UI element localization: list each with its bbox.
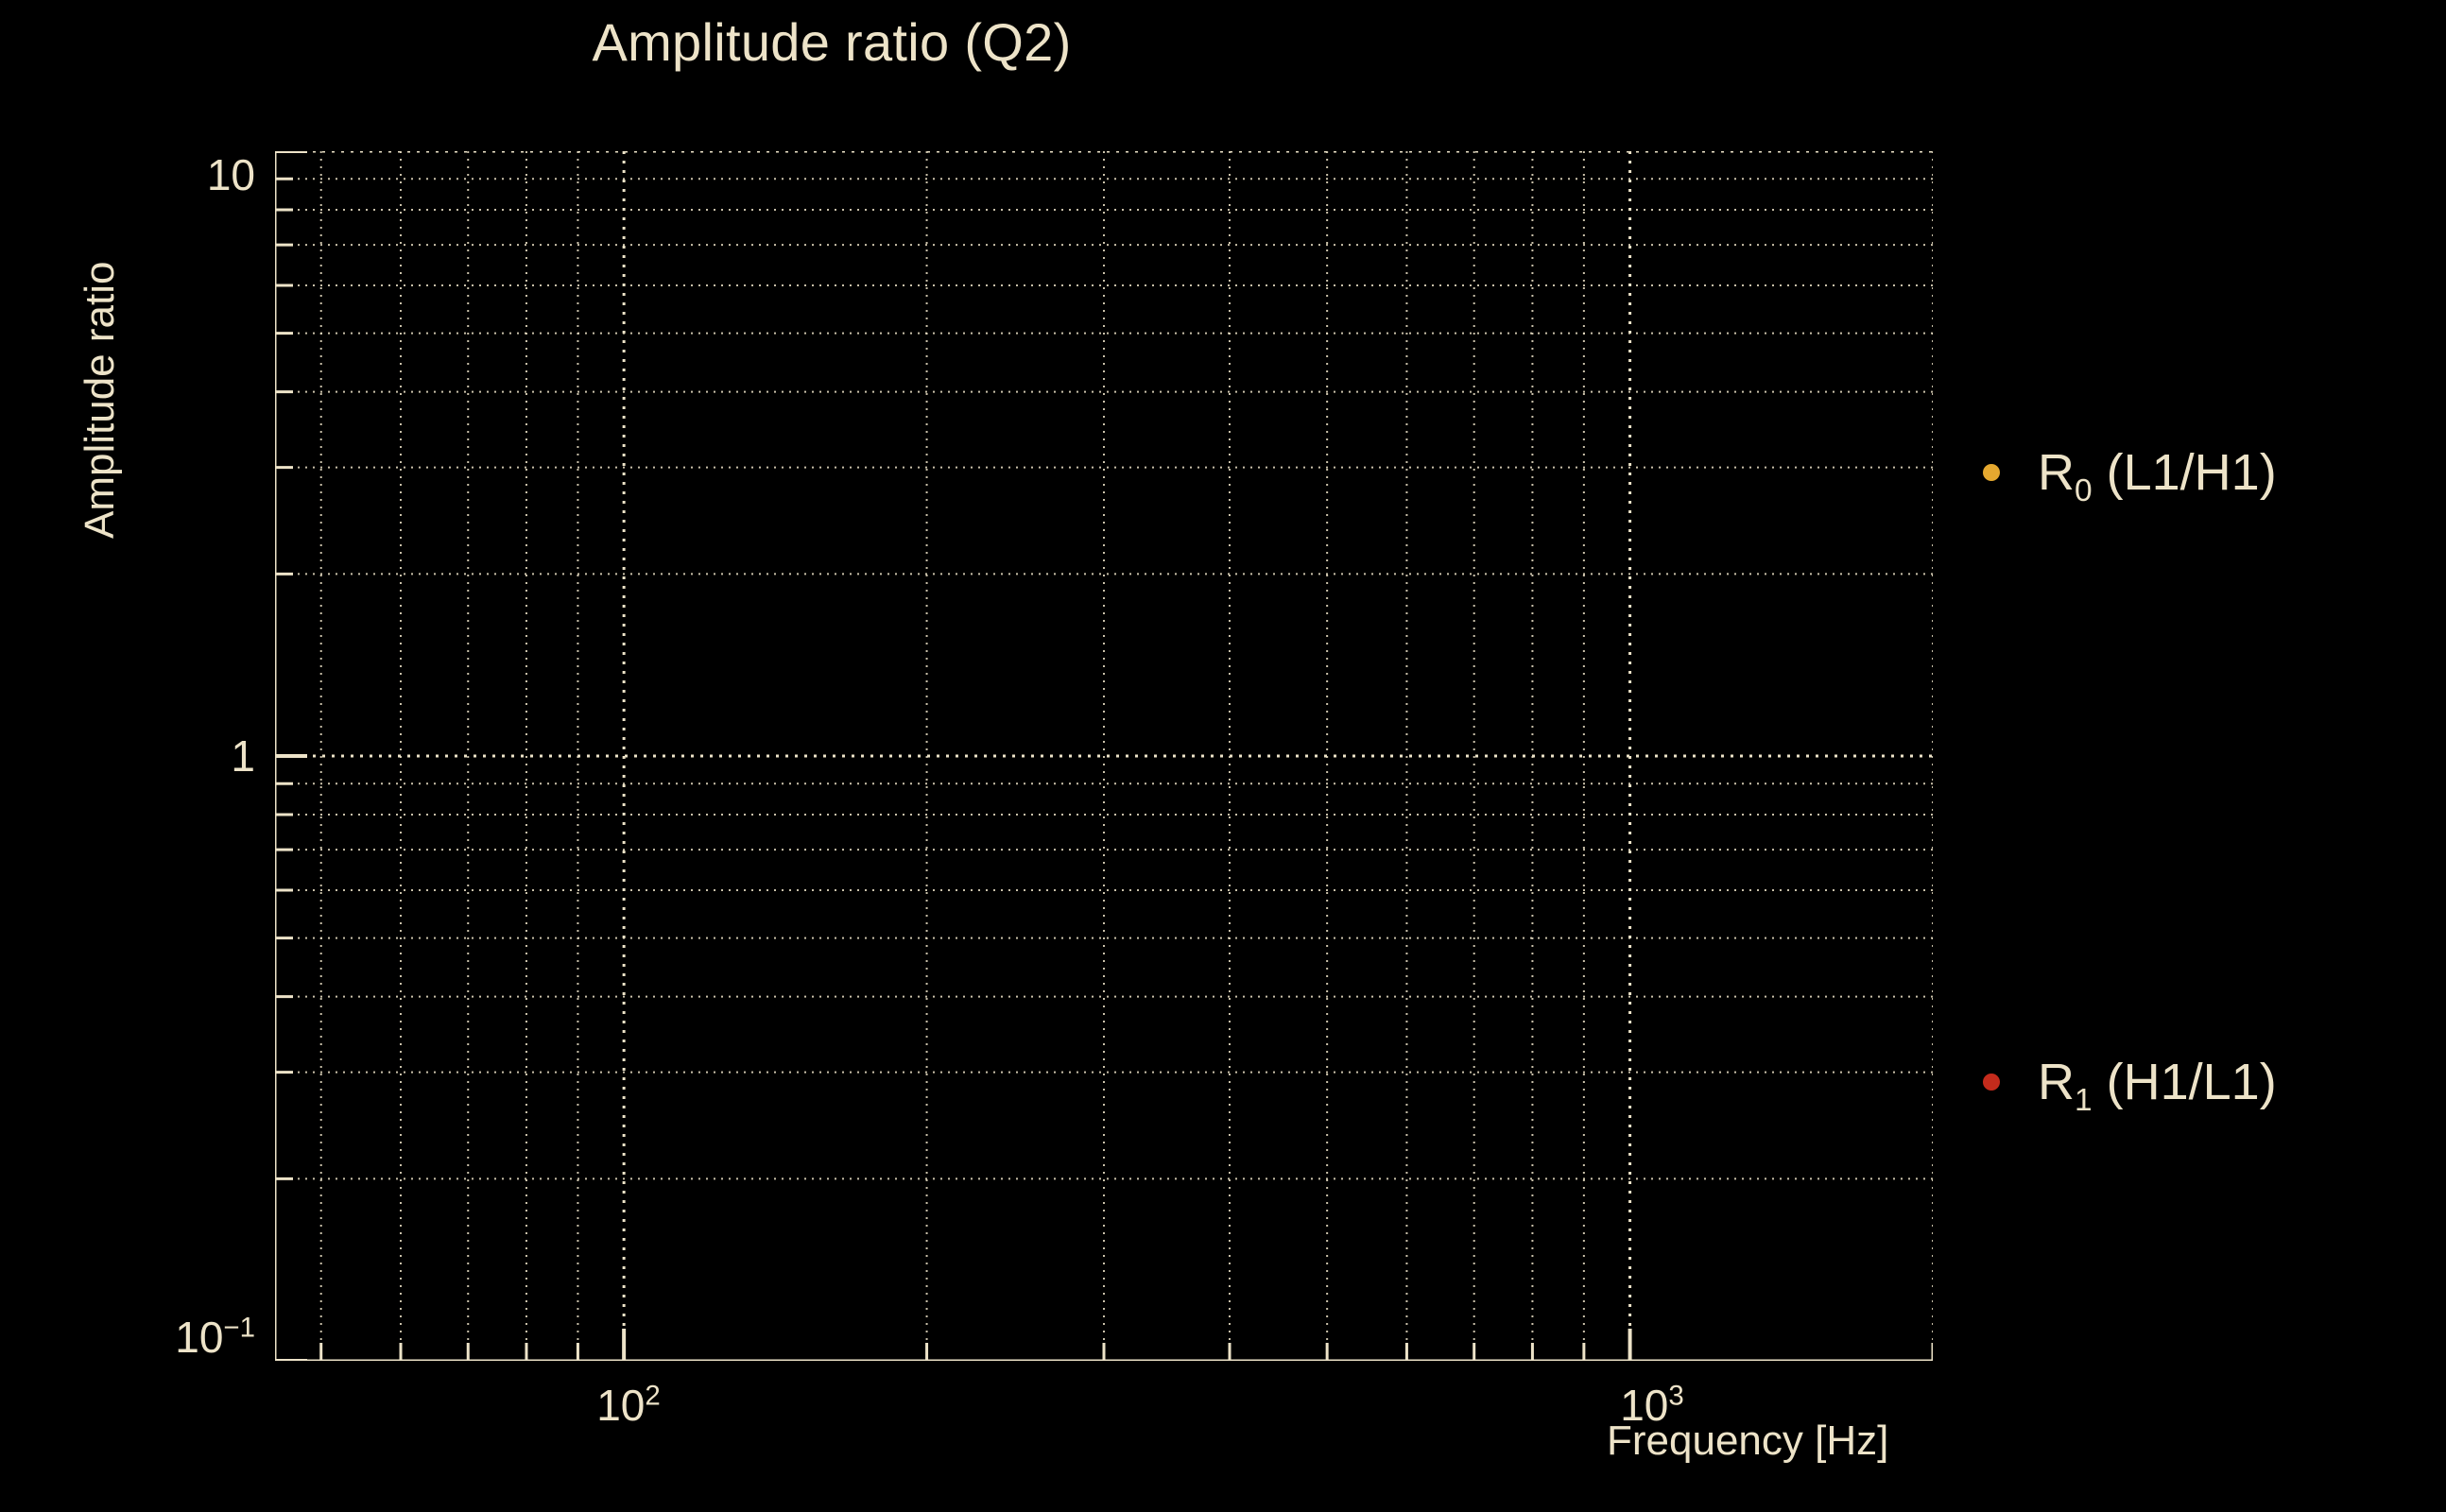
legend-label-r0: R0 (L1/H1) — [2038, 444, 2277, 507]
legend-label-r1-base: R — [2038, 1054, 2075, 1110]
legend: R0 (L1/H1) R1 (H1/L1) — [1983, 397, 2427, 1134]
x-tick-label-1000: 103 — [1620, 1380, 1684, 1431]
y-tick-label-0-1-base: 10 — [175, 1313, 224, 1362]
legend-label-r1-rest: (H1/L1) — [2092, 1054, 2277, 1110]
chart-title: Amplitude ratio (Q2) — [592, 12, 1072, 72]
x-tick-label-1000-base: 10 — [1620, 1381, 1669, 1430]
x-axis-ticks — [319, 1329, 1933, 1361]
y-tick-label-1: 1 — [231, 731, 255, 781]
legend-label-r1: R1 (H1/L1) — [2038, 1054, 2277, 1116]
plot-grid — [275, 151, 1933, 1361]
x-tick-label-1000-exp: 3 — [1668, 1380, 1684, 1412]
legend-label-r0-sub: 0 — [2075, 472, 2093, 508]
y-tick-label-0-1: 10−1 — [66, 1312, 255, 1363]
y-axis-title: Amplitude ratio — [77, 261, 123, 539]
legend-label-r0-base: R — [2038, 444, 2075, 501]
legend-marker-circle-icon — [1983, 1074, 2000, 1091]
grid-major-horizontal — [275, 151, 1933, 1361]
x-tick-label-100: 102 — [596, 1380, 661, 1431]
legend-marker-circle-icon — [1983, 464, 2000, 481]
plot-area — [275, 151, 1933, 1361]
x-tick-label-100-base: 10 — [596, 1381, 646, 1430]
y-tick-label-10: 10 — [206, 150, 255, 199]
y-axis-ticks — [275, 151, 307, 1361]
grid-major-vertical — [622, 151, 1632, 1361]
x-tick-label-100-exp: 2 — [645, 1380, 661, 1412]
legend-entry-r0[interactable]: R0 (L1/H1) — [1983, 435, 2277, 510]
legend-label-r0-rest: (L1/H1) — [2092, 444, 2277, 501]
legend-entry-r1[interactable]: R1 (H1/L1) — [1983, 1044, 2277, 1120]
x-axis-title: Frequency [Hz] — [1607, 1418, 1889, 1464]
legend-label-r1-sub: 1 — [2075, 1082, 2093, 1118]
y-tick-label-0-1-exp: −1 — [223, 1312, 255, 1344]
